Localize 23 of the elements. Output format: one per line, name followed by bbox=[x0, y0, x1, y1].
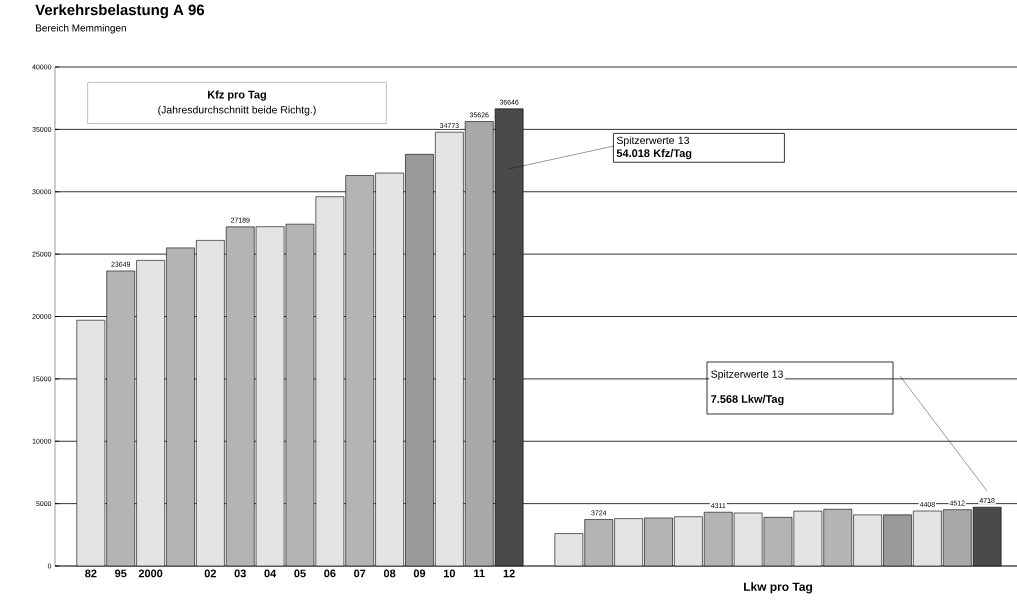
annotation: Spitzerwerte 13 bbox=[616, 136, 690, 147]
chart-subtitle: Bereich Memmingen bbox=[36, 24, 126, 34]
x-tick-label: 82 bbox=[85, 569, 97, 578]
annotation: Spitzerwerte 13 bbox=[711, 370, 783, 380]
x-tick-label: 10 bbox=[443, 569, 455, 578]
x-tick-label: 09 bbox=[413, 569, 426, 578]
x-tick-label: 11 bbox=[474, 569, 485, 578]
x-tick-label: 06 bbox=[324, 569, 336, 578]
x-tick-label: 95 bbox=[115, 569, 127, 578]
x-tick-label: 04 bbox=[264, 569, 277, 578]
x-tick-label: 2000 bbox=[138, 569, 163, 578]
x-tick-label: 02 bbox=[204, 569, 217, 578]
text: Lkw pro Tag bbox=[744, 582, 812, 594]
chart-title: Verkehrsbelastung A 96 bbox=[35, 4, 205, 19]
x-tick-label: 03 bbox=[234, 569, 246, 578]
annotation: 7.568 Lkw/Tag bbox=[711, 394, 784, 406]
annotation: (Jahresdurchschnitt beide Richtg.) bbox=[158, 105, 316, 116]
x-tick-label: 08 bbox=[383, 569, 396, 578]
annotation: Kfz pro Tag bbox=[208, 90, 266, 101]
x-tick-label: 07 bbox=[354, 569, 366, 578]
x-tick-label: 12 bbox=[503, 569, 515, 578]
annotation: 54.018 Kfz/Tag bbox=[616, 148, 692, 160]
x-tick-label: 05 bbox=[294, 569, 306, 578]
